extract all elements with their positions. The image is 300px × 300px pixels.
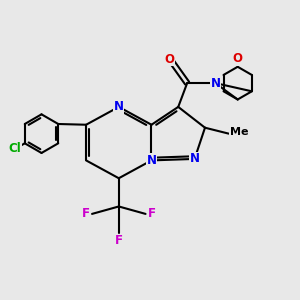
Text: F: F: [115, 234, 123, 247]
Text: O: O: [164, 53, 174, 66]
Text: F: F: [148, 207, 156, 220]
Text: N: N: [190, 152, 200, 165]
Text: Me: Me: [230, 127, 248, 137]
Text: O: O: [233, 52, 243, 65]
Text: N: N: [114, 100, 124, 113]
Text: N: N: [146, 154, 157, 167]
Text: N: N: [210, 76, 220, 90]
Text: F: F: [82, 207, 89, 220]
Text: Cl: Cl: [9, 142, 21, 154]
